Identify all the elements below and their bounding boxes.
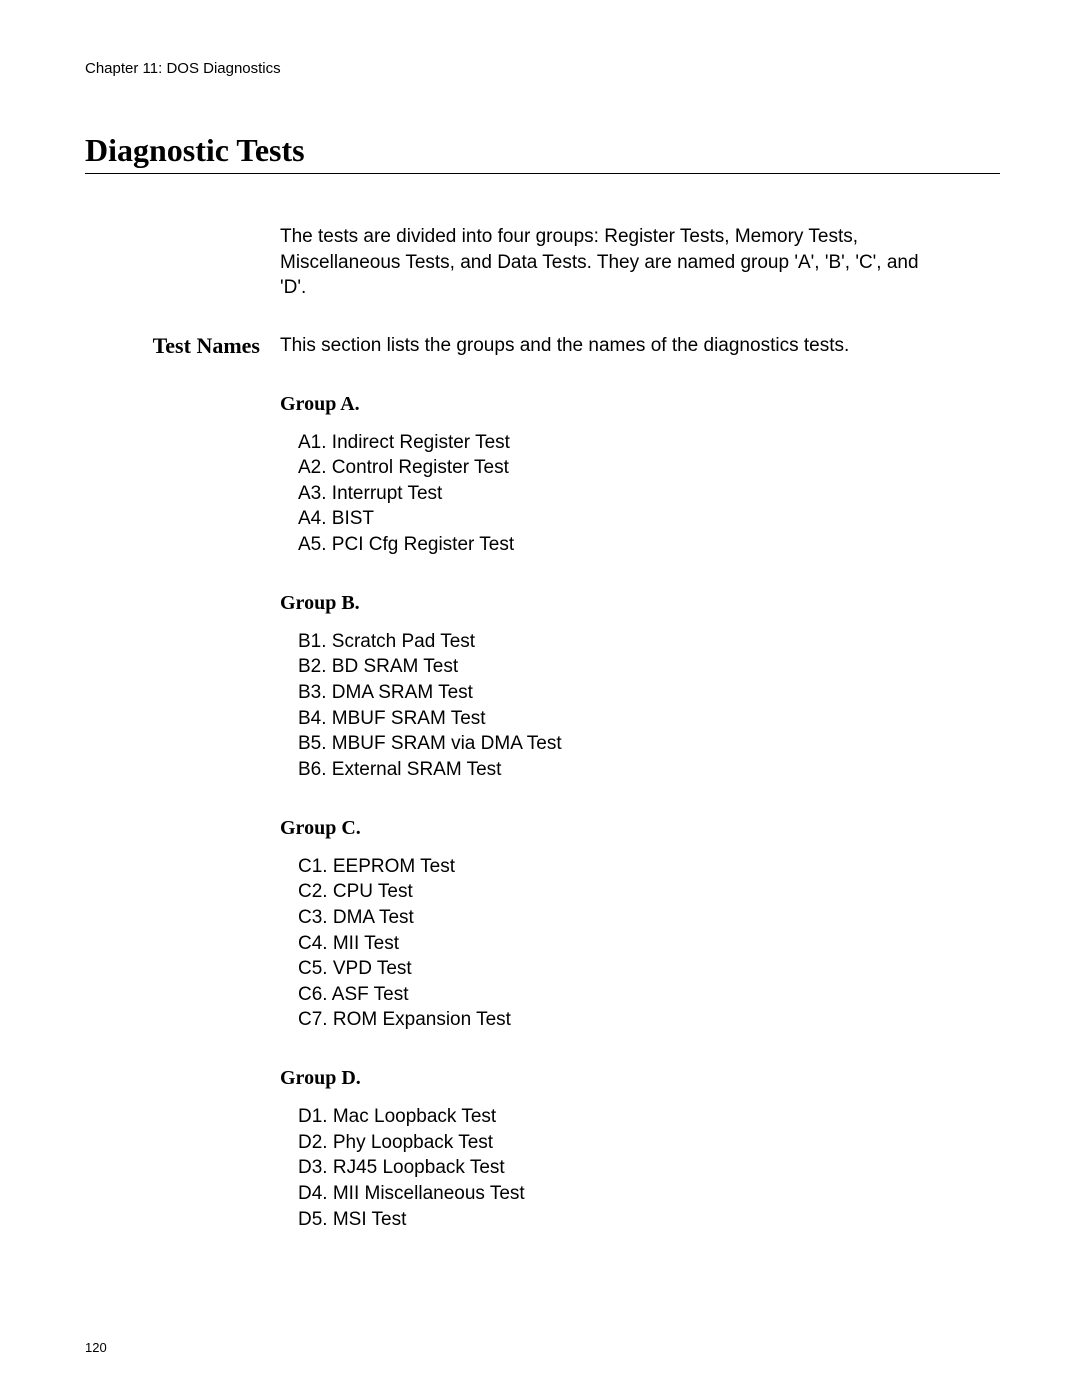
side-heading: Test Names bbox=[153, 333, 260, 359]
test-list: D1. Mac Loopback Test D2. Phy Loopback T… bbox=[280, 1104, 940, 1232]
group-d: Group D. D1. Mac Loopback Test D2. Phy L… bbox=[280, 1067, 940, 1232]
list-item: C3. DMA Test bbox=[298, 905, 940, 931]
group-heading: Group A. bbox=[280, 393, 940, 416]
section-body: This section lists the groups and the na… bbox=[280, 333, 940, 1266]
list-item: B1. Scratch Pad Test bbox=[298, 629, 940, 655]
list-item: B3. DMA SRAM Test bbox=[298, 680, 940, 706]
test-list: A1. Indirect Register Test A2. Control R… bbox=[280, 430, 940, 558]
group-heading: Group C. bbox=[280, 817, 940, 840]
intro-paragraph: The tests are divided into four groups: … bbox=[280, 224, 940, 301]
content-area: The tests are divided into four groups: … bbox=[85, 224, 1000, 333]
list-item: C4. MII Test bbox=[298, 931, 940, 957]
group-heading: Group B. bbox=[280, 592, 940, 615]
list-item: A4. BIST bbox=[298, 506, 940, 532]
page-title: Diagnostic Tests bbox=[85, 132, 1000, 174]
list-item: D3. RJ45 Loopback Test bbox=[298, 1155, 940, 1181]
list-item: B6. External SRAM Test bbox=[298, 757, 940, 783]
side-heading-col: Test Names bbox=[85, 333, 280, 359]
group-c: Group C. C1. EEPROM Test C2. CPU Test C3… bbox=[280, 817, 940, 1033]
list-item: D5. MSI Test bbox=[298, 1207, 940, 1233]
list-item: C1. EEPROM Test bbox=[298, 854, 940, 880]
chapter-header: Chapter 11: DOS Diagnostics bbox=[85, 60, 1000, 77]
list-item: B2. BD SRAM Test bbox=[298, 654, 940, 680]
list-item: C2. CPU Test bbox=[298, 879, 940, 905]
list-item: A2. Control Register Test bbox=[298, 455, 940, 481]
list-item: A5. PCI Cfg Register Test bbox=[298, 532, 940, 558]
group-a: Group A. A1. Indirect Register Test A2. … bbox=[280, 393, 940, 558]
list-item: C5. VPD Test bbox=[298, 956, 940, 982]
list-item: D1. Mac Loopback Test bbox=[298, 1104, 940, 1130]
test-list: B1. Scratch Pad Test B2. BD SRAM Test B3… bbox=[280, 629, 940, 783]
group-b: Group B. B1. Scratch Pad Test B2. BD SRA… bbox=[280, 592, 940, 783]
right-column: The tests are divided into four groups: … bbox=[280, 224, 940, 333]
list-item: B5. MBUF SRAM via DMA Test bbox=[298, 731, 940, 757]
list-item: C6. ASF Test bbox=[298, 982, 940, 1008]
test-list: C1. EEPROM Test C2. CPU Test C3. DMA Tes… bbox=[280, 854, 940, 1033]
list-item: A3. Interrupt Test bbox=[298, 481, 940, 507]
list-item: D2. Phy Loopback Test bbox=[298, 1130, 940, 1156]
group-heading: Group D. bbox=[280, 1067, 940, 1090]
list-item: A1. Indirect Register Test bbox=[298, 430, 940, 456]
section-intro: This section lists the groups and the na… bbox=[280, 333, 940, 359]
page-number: 120 bbox=[85, 1340, 107, 1355]
left-column bbox=[85, 224, 280, 333]
list-item: D4. MII Miscellaneous Test bbox=[298, 1181, 940, 1207]
section-row: Test Names This section lists the groups… bbox=[85, 333, 1000, 1266]
list-item: B4. MBUF SRAM Test bbox=[298, 706, 940, 732]
list-item: C7. ROM Expansion Test bbox=[298, 1007, 940, 1033]
